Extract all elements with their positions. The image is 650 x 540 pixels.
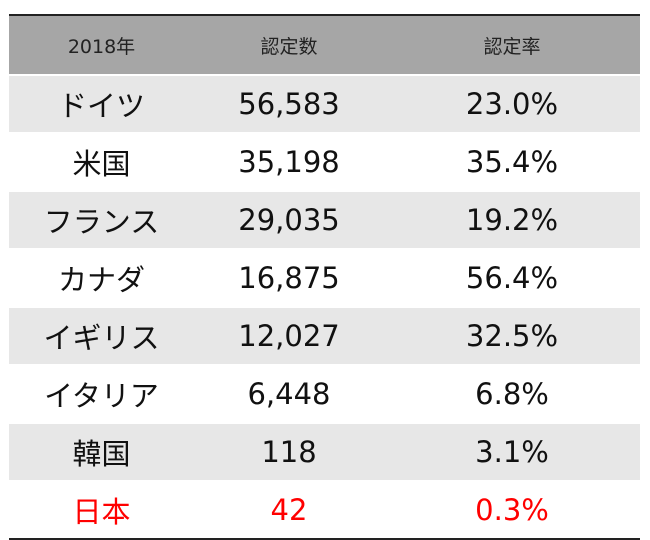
count-cell: 42	[270, 493, 308, 527]
rate-cell: 56.4%	[465, 261, 559, 295]
country-cell: イタリア	[44, 379, 159, 413]
rate-cell: 3.1%	[475, 435, 549, 469]
table-row: ドイツ 56,583 23.0%	[9, 76, 640, 132]
header-count: 認定数	[260, 35, 318, 58]
rate-cell: 0.3%	[475, 493, 549, 527]
count-cell: 29,035	[238, 203, 340, 237]
count-cell: 6,448	[247, 377, 331, 411]
table-row: カナダ 16,875 56.4%	[9, 250, 640, 306]
rate-cell: 6.8%	[475, 377, 549, 411]
table-row: イギリス 12,027 32.5%	[9, 308, 640, 364]
table-row-highlight: 日本 42 0.3%	[9, 482, 640, 538]
data-table: 2018年 認定数 認定率 ドイツ 56,583 23.0% 米国 35,198…	[9, 14, 640, 540]
table-row: 韓国 118 3.1%	[9, 424, 640, 480]
count-cell: 56,583	[238, 87, 340, 121]
rate-cell: 19.2%	[465, 203, 559, 237]
country-cell: フランス	[43, 205, 160, 239]
count-cell: 16,875	[238, 261, 340, 295]
country-cell: 日本	[72, 495, 131, 529]
country-cell: 韓国	[72, 437, 131, 471]
table-row: イタリア 6,448 6.8%	[9, 366, 640, 422]
table-header-row: 2018年 認定数 認定率	[9, 16, 640, 74]
country-cell: ドイツ	[57, 89, 145, 123]
count-cell: 35,198	[238, 145, 340, 179]
rate-cell: 32.5%	[465, 319, 559, 353]
country-cell: カナダ	[57, 263, 145, 297]
count-cell: 118	[261, 435, 317, 469]
header-rate: 認定率	[483, 35, 541, 58]
count-cell: 12,027	[238, 319, 340, 353]
rate-cell: 23.0%	[465, 87, 559, 121]
header-year: 2018年	[67, 35, 136, 58]
country-cell: 米国	[72, 147, 131, 181]
table-row: 米国 35,198 35.4%	[9, 134, 640, 190]
country-cell: イギリス	[43, 321, 160, 355]
rate-cell: 35.4%	[465, 145, 559, 179]
table-row: フランス 29,035 19.2%	[9, 192, 640, 248]
